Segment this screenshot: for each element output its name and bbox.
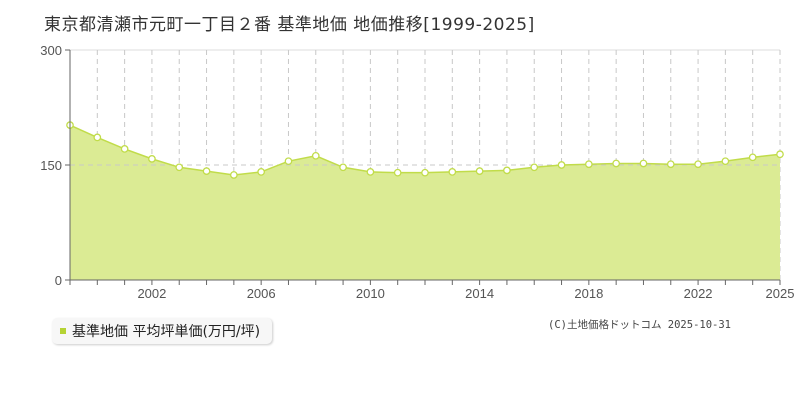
data-point (557, 161, 566, 169)
legend-swatch-icon (60, 328, 66, 334)
data-point (666, 160, 675, 169)
data-point (639, 159, 648, 168)
data-point (530, 163, 539, 172)
x-tick-label: 2022 (684, 286, 713, 301)
data-point (257, 168, 266, 176)
data-point (721, 157, 730, 166)
data-point (366, 168, 375, 176)
data-point (148, 155, 156, 163)
x-tick-label: 2010 (356, 286, 385, 301)
data-point (284, 157, 293, 166)
data-point (229, 171, 238, 179)
data-point (503, 166, 511, 175)
data-point (175, 163, 184, 172)
data-point (421, 168, 429, 177)
y-tick-label: 150 (40, 158, 62, 173)
y-tick-label: 0 (55, 273, 62, 288)
data-point (120, 145, 129, 153)
legend-label: 基準地価 平均坪単価(万円/坪) (72, 324, 261, 340)
data-point (694, 160, 702, 169)
data-point (339, 163, 347, 172)
data-point (202, 167, 211, 175)
area-fill (70, 125, 780, 280)
data-point (584, 160, 593, 169)
chart-title: 東京都清瀬市元町一丁目２番 基準地価 地価推移[1999-2025] (44, 15, 535, 35)
data-point (311, 151, 320, 160)
x-tick-label: 2006 (247, 286, 276, 301)
y-tick-label: 300 (40, 43, 62, 58)
x-tick-label: 2014 (465, 286, 494, 301)
copyright: (C)土地価格ドットコム 2025-10-31 (548, 319, 732, 331)
data-point (612, 159, 621, 168)
x-tick-label: 2002 (137, 286, 166, 301)
data-point (393, 168, 402, 177)
data-point (93, 133, 102, 142)
data-point (776, 150, 784, 159)
data-point (475, 167, 484, 175)
data-point (448, 168, 457, 176)
x-tick-label: 2018 (574, 286, 603, 301)
legend: 基準地価 平均坪単価(万円/坪) (52, 318, 273, 344)
x-tick-label: 2025 (766, 286, 795, 301)
data-point (748, 153, 757, 162)
